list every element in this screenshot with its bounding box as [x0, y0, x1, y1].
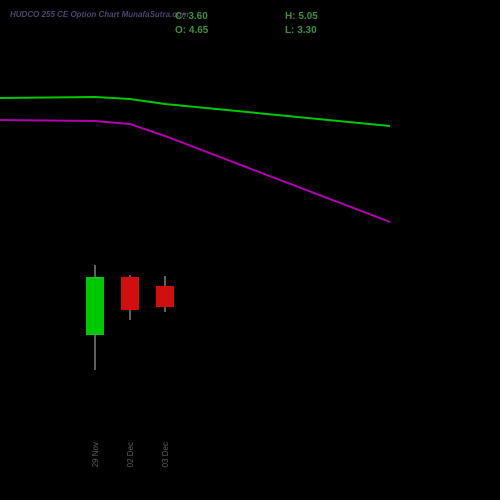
x-axis-label: 29 Nov	[91, 442, 100, 467]
candle-down	[156, 286, 174, 307]
chart-canvas	[0, 0, 500, 500]
candlestick-series	[86, 265, 174, 370]
line-green	[0, 97, 390, 126]
x-axis-label: 02 Dec	[126, 442, 135, 467]
overlay-lines	[0, 97, 390, 222]
candle-down	[121, 277, 139, 310]
x-axis-label: 03 Dec	[161, 442, 170, 467]
line-magenta	[0, 120, 390, 222]
candle-up	[86, 277, 104, 335]
